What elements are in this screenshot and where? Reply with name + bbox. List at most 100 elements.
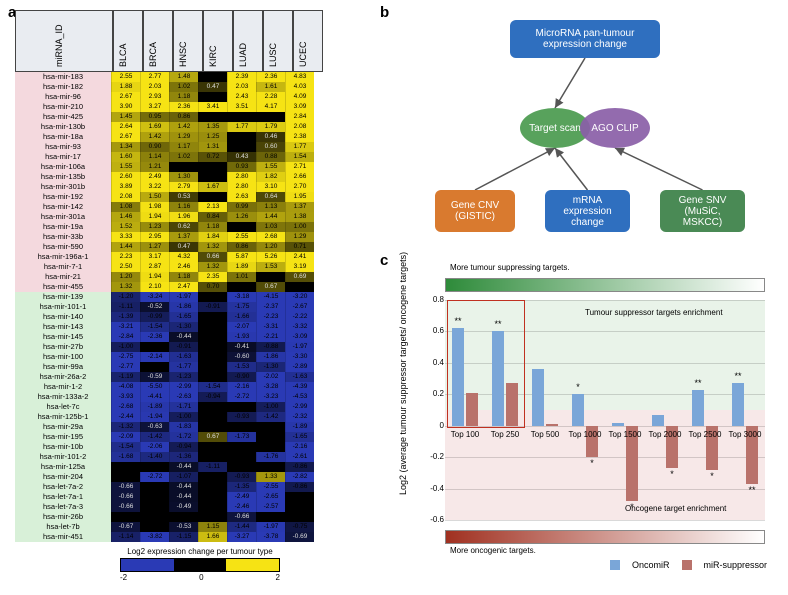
heatmap-cell: -1.73 xyxy=(227,432,256,442)
heatmap-cell: -0.60 xyxy=(227,352,256,362)
heatmap-cell: 1.84 xyxy=(198,232,227,242)
heatmap-cell: -0.44 xyxy=(169,462,198,472)
heatmap-cell: 2.67 xyxy=(111,92,140,102)
heatmap-row: hsa-mir-133a-2-3.93-4.41-2.63-0.94-2.72-… xyxy=(15,392,340,402)
row-label: hsa-mir-140 xyxy=(15,312,111,322)
heatmap-row: hsa-mir-195-2.09-1.42-1.720.67-1.73-1.65 xyxy=(15,432,340,442)
heatmap-cell: 2.87 xyxy=(140,262,169,272)
heatmap-cell: 1.32 xyxy=(198,242,227,252)
heatmap-cell: -2.72 xyxy=(227,392,256,402)
heatmap-cell: 2.03 xyxy=(140,82,169,92)
x-category: Top 250 xyxy=(485,430,525,439)
heatmap-cell: 0.62 xyxy=(169,222,198,232)
x-category: Top 1500 xyxy=(605,430,645,439)
heatmap-cell xyxy=(227,132,256,142)
highlight-box xyxy=(447,300,525,428)
heatmap-cell: 0.47 xyxy=(169,242,198,252)
heatmap-cell: -3.27 xyxy=(227,532,256,542)
heatmap-cell: 1.52 xyxy=(111,222,140,232)
heatmap-cell: 2.63 xyxy=(227,192,256,202)
legend-min: -2 xyxy=(120,573,127,582)
x-category: Top 100 xyxy=(445,430,485,439)
heatmap-cell: 1.30 xyxy=(169,172,198,182)
heatmap-cell: -1.32 xyxy=(111,422,140,432)
heatmap-cell: -3.09 xyxy=(285,332,314,342)
heatmap-cell: -4.41 xyxy=(140,392,169,402)
heatmap-cell: 4.83 xyxy=(285,72,314,82)
heatmap-row: hsa-mir-301b3.893.222.791.672.803.102.70 xyxy=(15,182,340,192)
row-label: hsa-mir-1-2 xyxy=(15,382,111,392)
heatmap-cell: -2.49 xyxy=(227,492,256,502)
heatmap-cell: -1.97 xyxy=(285,342,314,352)
heatmap-cell: 2.71 xyxy=(285,162,314,172)
heatmap-cell: -2.37 xyxy=(256,302,285,312)
heatmap-cell: -0.66 xyxy=(111,492,140,502)
heatmap-cell: -2.36 xyxy=(140,332,169,342)
heatmap-cell: -2.68 xyxy=(111,402,140,412)
ytick: 0.8 xyxy=(430,295,444,304)
heatmap-cell: -2.72 xyxy=(140,472,169,482)
heatmap-cell: 1.45 xyxy=(111,112,140,122)
heatmap-cell: 0.53 xyxy=(169,192,198,202)
heatmap-cell xyxy=(198,482,227,492)
heatmap-cell: -1.94 xyxy=(140,412,169,422)
heatmap-cell xyxy=(140,502,169,512)
row-label: hsa-mir-33b xyxy=(15,232,111,242)
heatmap-row: hsa-mir-140-1.39-0.99-1.65-1.66-2.23-2.2… xyxy=(15,312,340,322)
heatmap-cell xyxy=(198,492,227,502)
heatmap-cell: 0.93 xyxy=(227,162,256,172)
legend-mid: 0 xyxy=(199,573,203,582)
col-header: KIRC xyxy=(208,45,218,67)
row-label: hsa-mir-195 xyxy=(15,432,111,442)
row-label: hsa-mir-301b xyxy=(15,182,111,192)
heatmap-cell: 0.88 xyxy=(256,152,285,162)
heatmap-cell: -1.89 xyxy=(140,402,169,412)
heatmap-cell: -1.77 xyxy=(169,362,198,372)
heatmap-row: hsa-mir-10b-1.54-2.06-0.94-2.16 xyxy=(15,442,340,452)
lower-annotation: Oncogene target enrichment xyxy=(625,504,726,513)
heatmap-cell: 1.16 xyxy=(169,202,198,212)
heatmap-cell: -2.06 xyxy=(140,442,169,452)
heatmap-cell: -2.99 xyxy=(169,382,198,392)
row-label: hsa-mir-192 xyxy=(15,192,111,202)
heatmap-cell: -4.08 xyxy=(111,382,140,392)
heatmap-cell: 0.43 xyxy=(227,152,256,162)
heatmap-cell: 1.48 xyxy=(169,72,198,82)
heatmap-cell xyxy=(198,352,227,362)
heatmap-cell xyxy=(111,472,140,482)
heatmap-cell: -0.91 xyxy=(169,342,198,352)
heatmap-cell xyxy=(198,362,227,372)
heatmap-cell: -1.39 xyxy=(111,312,140,322)
heatmap-cell: -0.75 xyxy=(285,522,314,532)
heatmap-cell: 1.89 xyxy=(227,262,256,272)
heatmap-cell: 1.27 xyxy=(140,242,169,252)
y-axis-label: Log2 (average tumour suppressor targets/… xyxy=(398,252,408,495)
heatmap-cell: 1.29 xyxy=(169,132,198,142)
top-band-label: More tumour suppressing targets. xyxy=(450,263,570,272)
heatmap-cell: 2.47 xyxy=(169,282,198,292)
heatmap-cell: 2.66 xyxy=(285,172,314,182)
heatmap-cell xyxy=(140,482,169,492)
heatmap-cell: 1.33 xyxy=(256,472,285,482)
heatmap-cell: 2.77 xyxy=(140,72,169,82)
heatmap-cell: -1.15 xyxy=(169,532,198,542)
heatmap-row: hsa-mir-101-2-1.68-1.40-1.36-1.76-2.61 xyxy=(15,452,340,462)
heatmap-cell: -1.53 xyxy=(227,362,256,372)
heatmap-cell: 0.60 xyxy=(256,142,285,152)
heatmap-row: hsa-mir-100-2.75-2.14-1.63-0.60-1.86-3.3… xyxy=(15,352,340,362)
heatmap-cell: -1.63 xyxy=(169,352,198,362)
heatmap-cell: 5.26 xyxy=(256,252,285,262)
heatmap-cell: 1.20 xyxy=(256,242,285,252)
heatmap-cell: 2.35 xyxy=(198,272,227,282)
col-header: UCEC xyxy=(298,41,308,67)
heatmap-cell: 2.84 xyxy=(285,112,314,122)
heatmap-cell: 2.28 xyxy=(256,92,285,102)
heatmap-row: hsa-let-7a-1-0.66-0.44-2.49-2.65 xyxy=(15,492,340,502)
heatmap-cell: -3.18 xyxy=(227,292,256,302)
heatmap-cell: 3.33 xyxy=(111,232,140,242)
heatmap-cell: -2.44 xyxy=(111,412,140,422)
x-category: Top 2500 xyxy=(685,430,725,439)
sig-marker: ** xyxy=(746,485,758,495)
heatmap-cell: 2.08 xyxy=(111,192,140,202)
bar xyxy=(652,415,664,426)
